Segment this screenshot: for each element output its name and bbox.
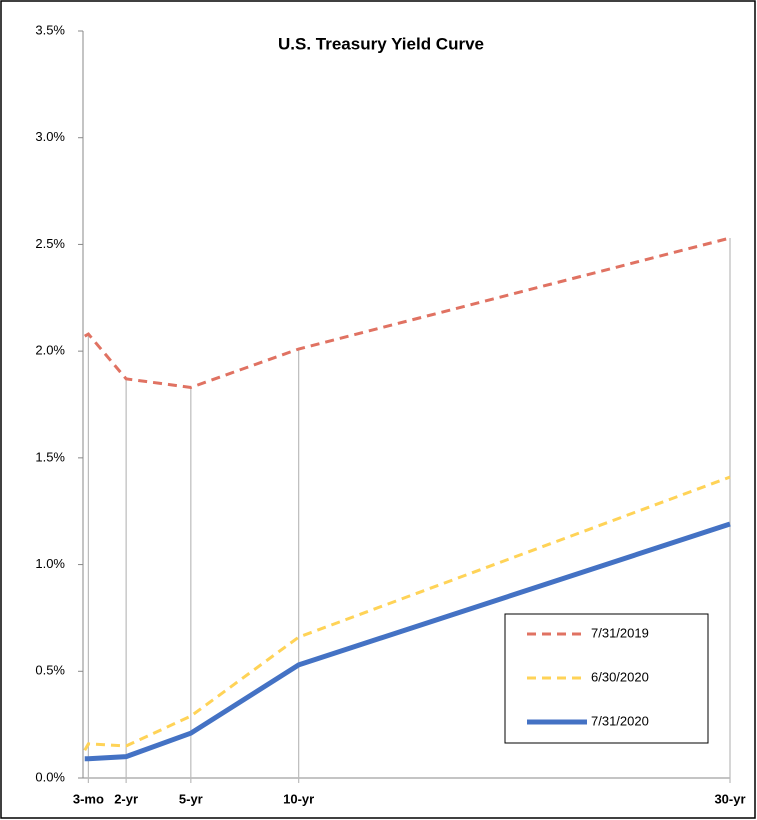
y-tick-label: 2.5%	[35, 236, 65, 251]
y-tick-label: 1.5%	[35, 449, 65, 464]
series-line	[83, 475, 731, 751]
series-line	[84, 521, 731, 762]
y-tick-label: 0.0%	[35, 769, 65, 784]
x-tick-label: 3-mo	[73, 791, 104, 806]
series-line	[83, 236, 731, 389]
x-tick-label: 2-yr	[114, 791, 138, 806]
y-tick-label: 2.0%	[35, 343, 65, 358]
y-tick-label: 3.0%	[35, 129, 65, 144]
y-tick-label: 3.5%	[35, 22, 65, 37]
x-tick-label: 5-yr	[179, 791, 203, 806]
chart-title: U.S. Treasury Yield Curve	[278, 34, 484, 53]
x-tick-label: 30-yr	[714, 791, 745, 806]
legend-label: 7/31/2019	[591, 625, 649, 640]
x-tick-label: 10-yr	[283, 791, 314, 806]
legend-label: 6/30/2020	[591, 669, 649, 684]
y-tick-label: 1.0%	[35, 556, 65, 571]
legend-label: 7/31/2020	[591, 713, 649, 728]
y-tick-label: 0.5%	[35, 663, 65, 678]
